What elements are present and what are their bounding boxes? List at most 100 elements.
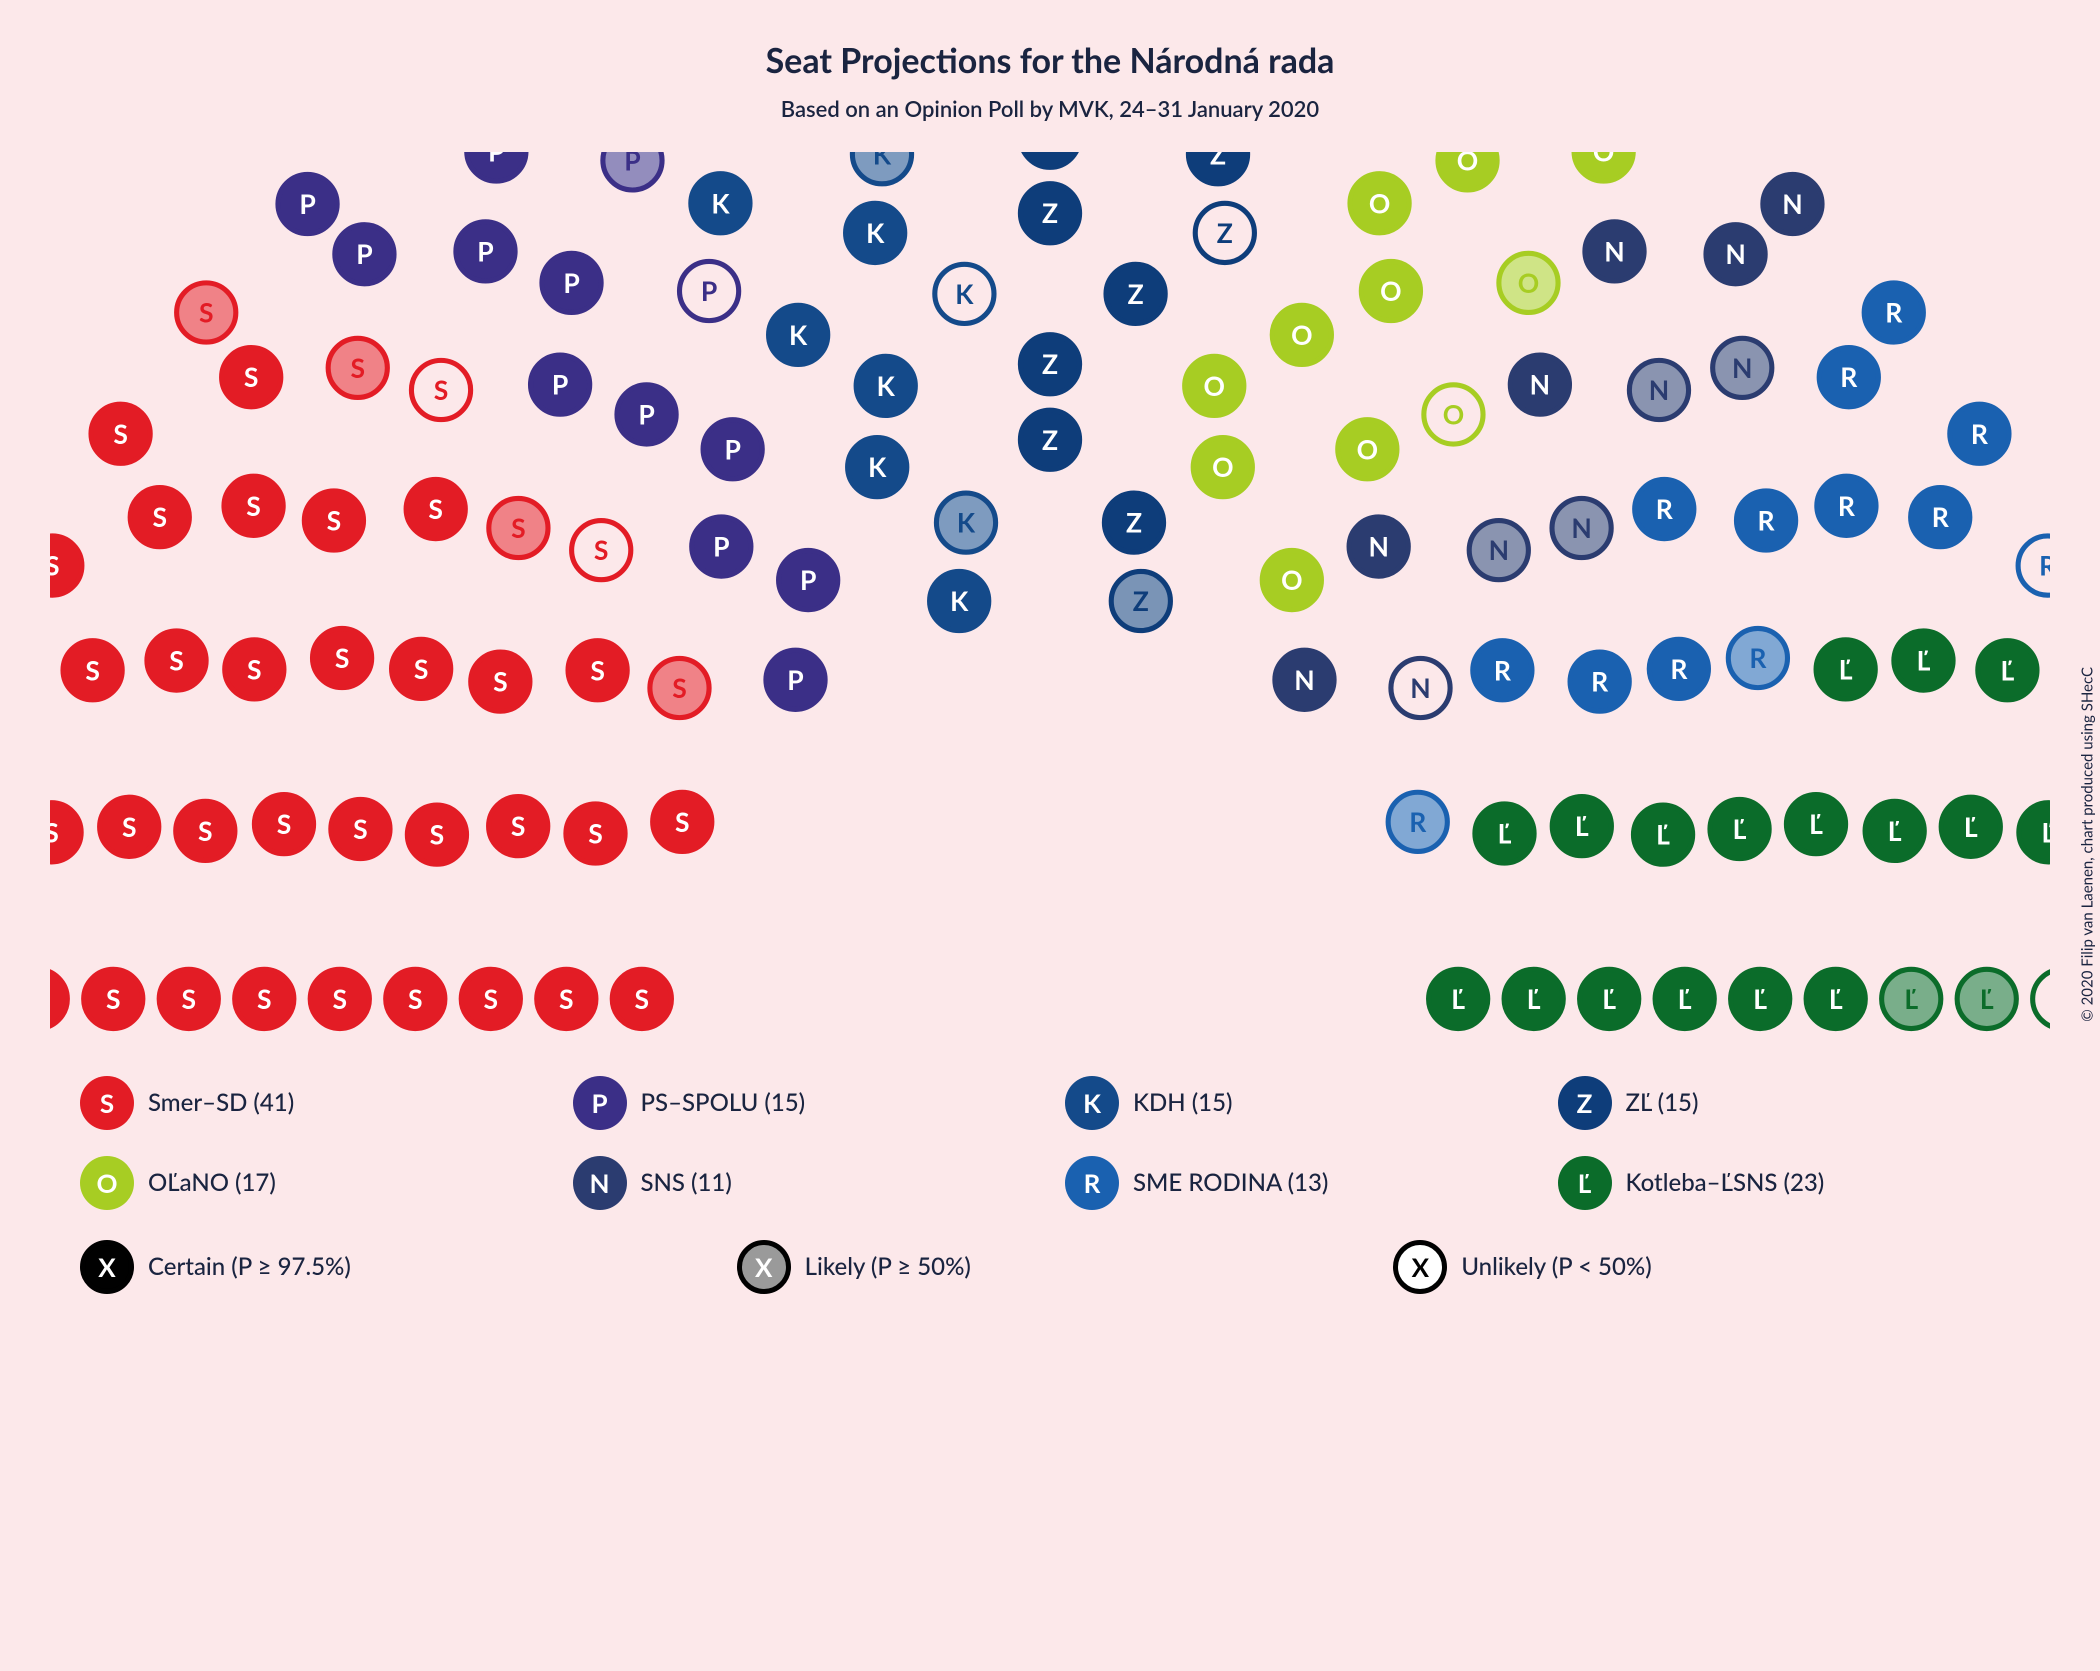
seat: Ľ — [1941, 797, 2000, 856]
legend-item-Ľ: Ľ Kotleba–ĽSNS (23) — [1558, 1156, 2021, 1210]
seat: O — [1338, 420, 1397, 479]
legend-label: Smer–SD (41) — [148, 1088, 294, 1117]
seat: R — [1736, 491, 1795, 550]
prob-item-likely: XLikely (P ≥ 50%) — [737, 1240, 1364, 1294]
legend-item-O: OOĽaNO (17) — [80, 1156, 543, 1210]
svg-text:O: O — [1443, 398, 1464, 430]
seat: O — [1361, 261, 1420, 320]
seat: S — [537, 969, 596, 1028]
legend-swatch: R — [1065, 1156, 1119, 1210]
seat: S — [566, 804, 625, 863]
svg-text:Ľ: Ľ — [1888, 815, 1902, 847]
svg-text:S: S — [493, 666, 508, 698]
legend-item-N: NSNS (11) — [573, 1156, 1036, 1210]
svg-text:R: R — [1838, 490, 1856, 522]
seat: K — [930, 571, 989, 630]
svg-text:P: P — [356, 238, 372, 270]
svg-text:Z: Z — [1042, 152, 1058, 154]
prob-label: Likely (P ≥ 50%) — [805, 1252, 971, 1281]
svg-text:P: P — [724, 433, 740, 465]
seat: S — [224, 476, 283, 535]
seat: Z — [1188, 152, 1247, 184]
seat: Z — [1020, 335, 1079, 394]
seat: N — [1349, 517, 1408, 576]
svg-text:Ľ: Ľ — [1839, 653, 1853, 685]
svg-text:S: S — [277, 808, 292, 840]
svg-text:K: K — [789, 319, 808, 351]
svg-text:S: S — [106, 983, 121, 1015]
svg-text:R: R — [1749, 642, 1767, 674]
svg-text:S: S — [430, 819, 445, 851]
svg-text:S: S — [122, 811, 137, 843]
legend-item-Z: ZZĽ (15) — [1558, 1076, 2021, 1130]
svg-text:O: O — [1457, 152, 1478, 176]
seat: S — [222, 348, 281, 407]
svg-text:R: R — [1409, 806, 1427, 838]
svg-text:S: S — [672, 672, 687, 704]
prob-swatch: X — [1393, 1240, 1447, 1294]
seat: Ľ — [2033, 969, 2050, 1028]
seat: N — [1469, 521, 1528, 580]
svg-text:Ľ: Ľ — [1980, 983, 1994, 1015]
seat: K — [848, 438, 907, 497]
legend-label: PS–SPOLU (15) — [641, 1088, 806, 1117]
svg-text:S: S — [113, 418, 128, 450]
seat: S — [313, 628, 372, 687]
svg-text:K: K — [950, 585, 969, 617]
seat: Z — [1020, 184, 1079, 243]
seat: S — [91, 404, 150, 463]
svg-text:N: N — [1368, 531, 1388, 563]
seat: R — [1570, 652, 1629, 711]
svg-text:N: N — [1782, 188, 1802, 220]
seat: Z — [1104, 493, 1163, 552]
seat: Z — [1195, 203, 1254, 262]
seat: S — [225, 640, 284, 699]
seat: P — [692, 517, 751, 576]
svg-text:R: R — [1840, 361, 1858, 393]
seat: O — [1574, 152, 1633, 181]
prob-swatch: X — [80, 1240, 134, 1294]
svg-text:P: P — [624, 152, 640, 176]
seat: K — [691, 174, 750, 233]
seat: Ľ — [1882, 969, 1941, 1028]
svg-text:S: S — [246, 490, 261, 522]
seat: S — [489, 498, 548, 557]
svg-text:P: P — [638, 398, 654, 430]
seat: P — [766, 650, 825, 709]
svg-text:O: O — [1212, 451, 1233, 483]
seat: Ľ — [2019, 803, 2050, 862]
svg-text:S: S — [333, 983, 348, 1015]
svg-text:Z: Z — [1217, 217, 1233, 249]
svg-text:Ľ: Ľ — [1602, 983, 1616, 1015]
seat: N — [1391, 658, 1450, 717]
seat: S — [471, 652, 530, 711]
svg-text:R: R — [1758, 504, 1776, 536]
svg-text:K: K — [866, 217, 885, 249]
seat: Ľ — [1504, 969, 1563, 1028]
legend-swatch: Ľ — [1558, 1156, 1612, 1210]
seat: S — [328, 338, 387, 397]
seat: S — [411, 360, 470, 419]
svg-text:Z: Z — [1126, 507, 1142, 539]
seat: R — [1635, 479, 1694, 538]
svg-text:K: K — [955, 278, 974, 310]
svg-text:S: S — [588, 818, 603, 850]
seat: O — [1499, 253, 1558, 312]
seat: N — [1713, 338, 1772, 397]
prob-label: Certain (P ≥ 97.5%) — [148, 1252, 351, 1281]
svg-text:S: S — [247, 653, 262, 685]
chart-title: Seat Projections for the Národná rada — [50, 40, 2050, 81]
svg-text:S: S — [169, 645, 184, 677]
svg-text:P: P — [477, 235, 493, 267]
seat: Ľ — [1978, 641, 2037, 700]
svg-text:O: O — [1369, 187, 1390, 219]
seat: S — [407, 805, 466, 864]
legend-label: Kotleba–ĽSNS (23) — [1626, 1168, 1825, 1197]
seat: R — [1388, 792, 1447, 851]
seat: P — [531, 355, 590, 414]
svg-text:K: K — [873, 152, 892, 170]
svg-text:Ľ: Ľ — [1498, 818, 1512, 850]
seat: S — [84, 969, 143, 1028]
svg-text:Ľ: Ľ — [1809, 808, 1823, 840]
svg-text:S: S — [50, 816, 59, 848]
